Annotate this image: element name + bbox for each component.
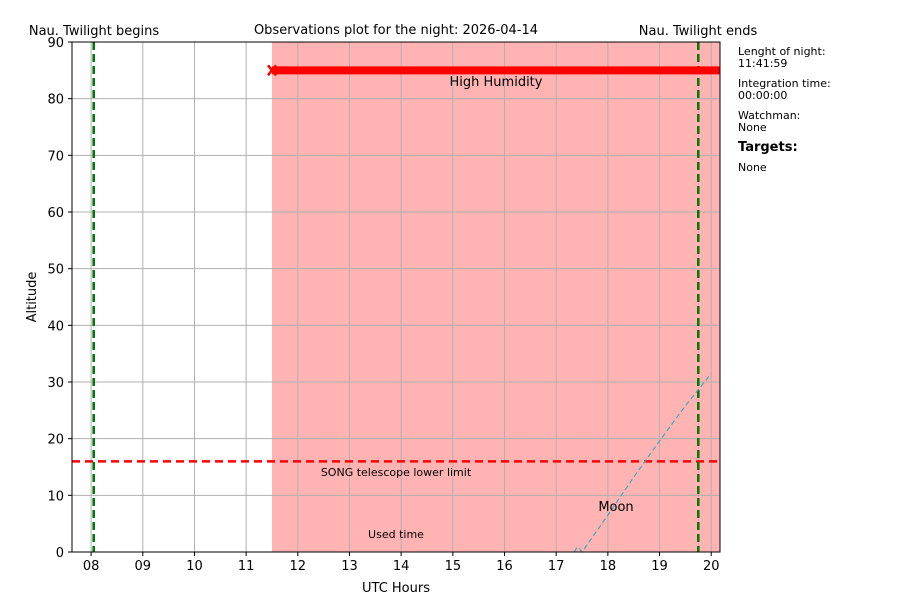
- used-time-label: Used time: [368, 528, 424, 541]
- y-tick-label: 30: [47, 376, 64, 391]
- high-humidity-label: High Humidity: [450, 75, 543, 90]
- targets-heading: Targets:: [738, 140, 798, 155]
- x-tick-label: 14: [393, 559, 410, 574]
- x-tick-label: 19: [651, 559, 668, 574]
- y-tick-label: 90: [47, 36, 64, 51]
- grid: [72, 41, 720, 553]
- night-length-value: 11:41:59: [738, 57, 788, 70]
- y-tick-label: 60: [47, 206, 64, 221]
- moon-altitude-line: [573, 373, 712, 554]
- x-tick-label: 18: [600, 559, 617, 574]
- x-tick-label: 20: [703, 559, 720, 574]
- night-length-block: Lenght of night: 11:41:59: [738, 46, 898, 70]
- x-tick-label: 17: [548, 559, 565, 574]
- y-tick-label: 80: [47, 93, 64, 108]
- plot-frame: [71, 41, 721, 553]
- watchman-value: None: [738, 121, 767, 134]
- integration-time-label: Integration time:: [738, 77, 831, 90]
- x-tick-label: 10: [186, 559, 203, 574]
- y-tick-label: 70: [47, 149, 64, 164]
- targets-value: None: [738, 161, 767, 174]
- integration-time-value: 00:00:00: [738, 89, 788, 102]
- y-tick-label: 0: [56, 546, 64, 561]
- chart-title: Observations plot for the night: 2026-04…: [254, 23, 538, 38]
- night-info-panel: Lenght of night: 11:41:59 Integration ti…: [738, 46, 898, 174]
- telescope-lower-limit-label: SONG telescope lower limit: [321, 466, 472, 479]
- integration-time-block: Integration time: 00:00:00: [738, 78, 898, 102]
- y-tick-label: 20: [47, 433, 64, 448]
- x-axis-label: UTC Hours: [362, 581, 430, 596]
- watchman-label: Watchman:: [738, 109, 801, 122]
- twilight-begin-label: Nau. Twilight begins: [29, 24, 160, 39]
- y-tick-label: 40: [47, 319, 64, 334]
- x-tick-label: 15: [445, 559, 462, 574]
- x-tick-label: 09: [135, 559, 152, 574]
- high-humidity-shade: [271, 42, 720, 552]
- x-tick-label: 11: [238, 559, 255, 574]
- night-length-label: Lenght of night:: [738, 45, 826, 58]
- y-tick-label: 10: [47, 489, 64, 504]
- twilight-end-label: Nau. Twilight ends: [639, 24, 758, 39]
- x-tick-label: 13: [341, 559, 358, 574]
- x-tick-label: 16: [496, 559, 513, 574]
- watchman-block: Watchman: None: [738, 110, 898, 134]
- axis-ticks: 08 09 10 11 12 13 14 15 16 17 18 19 20 0 10 20 30 40 50 60 7…: [47, 36, 719, 574]
- y-tick-label: 50: [47, 263, 64, 278]
- x-tick-label: 08: [83, 559, 100, 574]
- y-axis-label: Altitude: [25, 272, 40, 323]
- high-humidity-start-marker: [267, 64, 277, 77]
- x-tick-label: 12: [290, 559, 307, 574]
- moon-label: Moon: [598, 500, 633, 515]
